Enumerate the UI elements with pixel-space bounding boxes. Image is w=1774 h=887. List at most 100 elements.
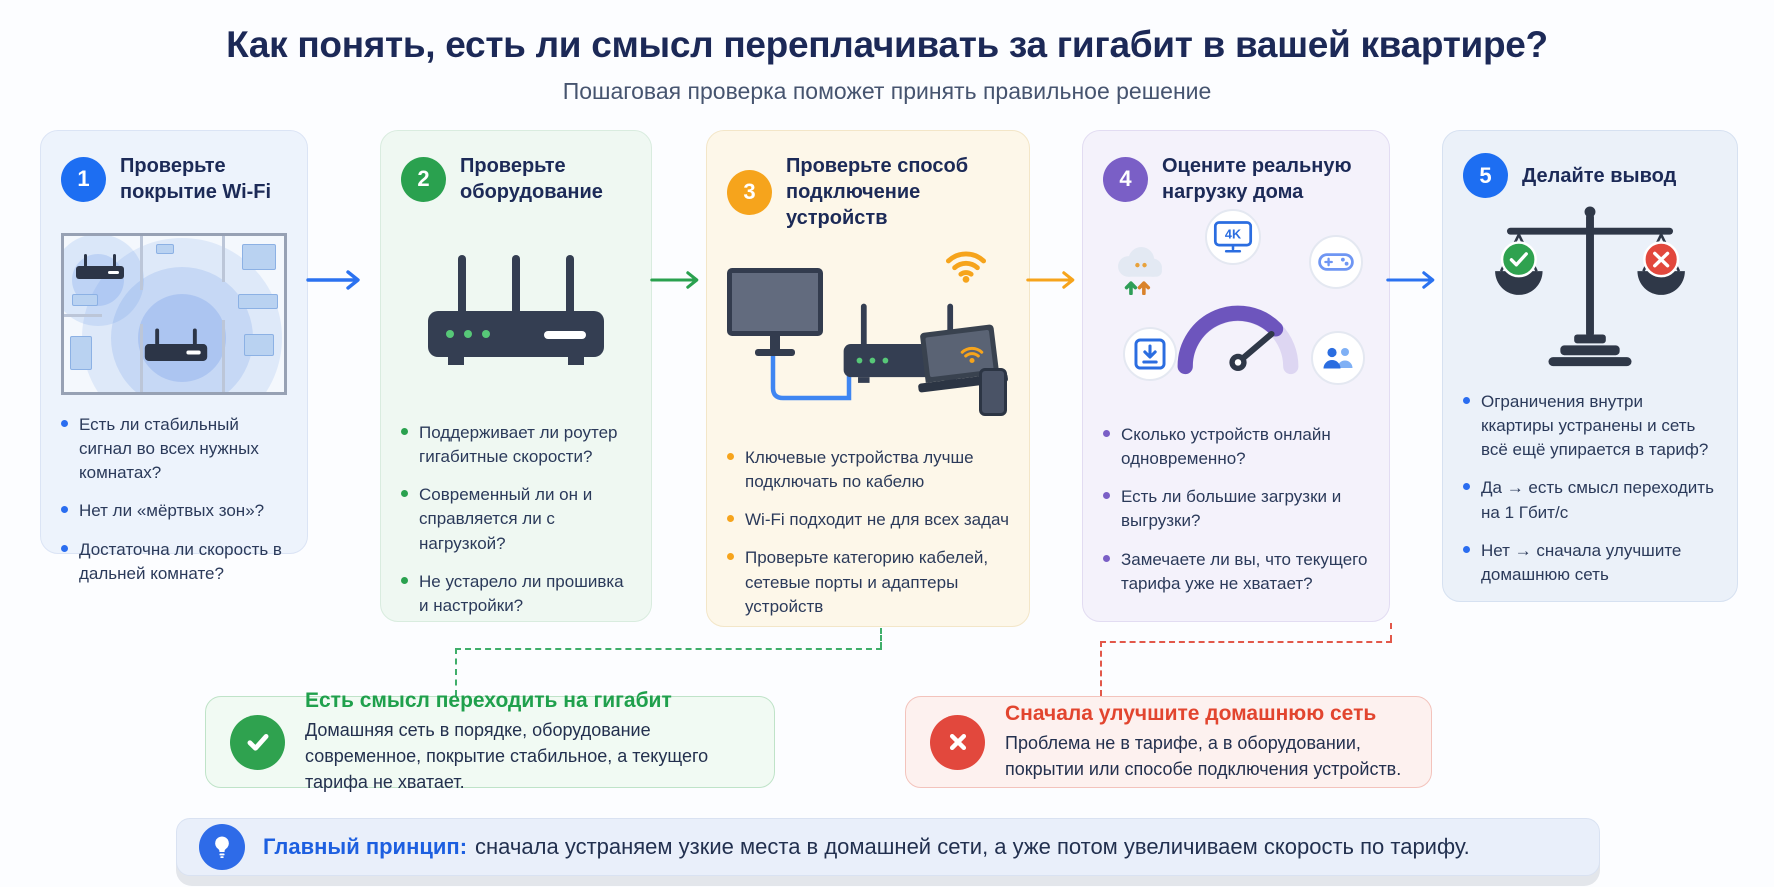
router-icon bbox=[144, 328, 208, 361]
devices-connection-scene bbox=[727, 240, 1009, 440]
bullet-dot bbox=[1103, 554, 1110, 562]
bullet-item: Ограничения внутри ккартиры устранены и … bbox=[1463, 390, 1717, 462]
step-title: Проверьте способ подключение устройств bbox=[786, 155, 969, 229]
svg-text:4K: 4K bbox=[1225, 228, 1241, 242]
furniture-block bbox=[70, 336, 92, 370]
principle-text: сначала устраняем узкие места в домашней… bbox=[475, 834, 1470, 859]
arrow-right-icon bbox=[650, 268, 704, 297]
bullet-dot bbox=[1463, 397, 1470, 404]
bullet-dot bbox=[61, 544, 68, 552]
bullet-text: Wi-Fi подходит не для всех задач bbox=[745, 510, 1009, 530]
red-dashed-connector bbox=[1100, 641, 1102, 696]
outcome-title: Сначала улучшите домашнюю сеть bbox=[1005, 701, 1377, 725]
check-circle-icon bbox=[1500, 240, 1537, 277]
arrow-right-icon bbox=[1026, 268, 1080, 297]
monitor-icon bbox=[727, 267, 823, 336]
red-dashed-connector bbox=[1100, 641, 1392, 643]
gauge-icon bbox=[1171, 293, 1305, 380]
home-load-scene: 4K bbox=[1103, 209, 1369, 417]
bullet-item: Замечаете ли вы, что текущего тарифа уже… bbox=[1103, 548, 1369, 596]
outcome-text: Проблема не в тарифе, а в оборудовании, … bbox=[1005, 732, 1402, 779]
bullet-item: Проверьте категорию кабелей, сетевые пор… bbox=[727, 546, 1009, 618]
arrow-right-icon bbox=[306, 268, 366, 297]
step-card-3: 3 Проверьте способ подключение устройств bbox=[706, 130, 1030, 627]
ethernet-cable-icon bbox=[770, 353, 852, 400]
bullet-dot bbox=[727, 453, 734, 460]
bullet-dot bbox=[727, 553, 734, 561]
bullet-text: Нет ли «мёртвых зон»? bbox=[79, 501, 265, 521]
wifi-ring-inner bbox=[138, 294, 226, 382]
furniture-block bbox=[238, 294, 278, 309]
bullet-item: Wi-Fi подходит не для всех задач bbox=[727, 508, 1009, 532]
furniture-block bbox=[244, 334, 274, 356]
furniture-block bbox=[72, 294, 98, 306]
bullet-item: Есть ли большие загрузки и выгрузки? bbox=[1103, 485, 1369, 533]
router-icon bbox=[428, 255, 604, 367]
bullet-dot bbox=[401, 428, 408, 435]
monitor-4k-icon: 4K bbox=[1205, 209, 1261, 265]
check-circle-icon bbox=[230, 714, 285, 770]
bullet-list: Ключевые устройства лучше подключать по … bbox=[727, 446, 1009, 619]
bullet-item: Нет → сначала улучшите домашнюю сеть bbox=[1463, 539, 1717, 587]
bullet-item: Сколько устройств онлайн одновременно? bbox=[1103, 423, 1369, 471]
bullet-list: Ограничения внутри ккартиры устранены и … bbox=[1463, 390, 1717, 587]
bullet-item: Поддерживает ли роутер гигабитные скорос… bbox=[401, 421, 631, 469]
bullet-dot bbox=[1103, 430, 1110, 437]
step-title: Оцените реальную нагрузку дома bbox=[1162, 155, 1352, 203]
bullet-item: Не устарело ли прошивка и настройки? bbox=[401, 570, 631, 618]
step-card-4: 4 Оцените реальную нагрузку дома bbox=[1082, 130, 1390, 622]
wifi-ring-mid bbox=[111, 267, 253, 392]
bullet-text: Ограничения внутри ккартиры устранены и … bbox=[1481, 392, 1709, 460]
bullet-text: Достаточна ли скорость в дальней комнате… bbox=[79, 539, 282, 583]
bullet-text: Ключевые устройства лучше подключать по … bbox=[745, 448, 974, 492]
arrow-right-icon bbox=[1386, 268, 1440, 297]
step-number-badge: 5 bbox=[1463, 153, 1508, 198]
bullet-dot bbox=[401, 576, 408, 584]
bullet-text: Есть ли большие загрузки и выгрузки? bbox=[1121, 487, 1342, 531]
bullet-item: Ключевые устройства лучше подключать по … bbox=[727, 446, 1009, 494]
bullet-dot bbox=[401, 490, 408, 498]
principle-bar: Главный принцип: сначала устраняем узкие… bbox=[176, 818, 1600, 876]
outcome-positive-box: Есть смысл переходить на гигабит Домашня… bbox=[205, 689, 775, 792]
step-number-badge: 2 bbox=[401, 156, 446, 202]
step-card-2: 2 Проверьте оборудование Поддерживает ли… bbox=[380, 130, 652, 622]
step-title: Проверьте оборудование bbox=[460, 155, 603, 203]
outcome-title: Есть смысл переходить на гигабит bbox=[305, 688, 672, 712]
green-dashed-connector bbox=[455, 648, 882, 650]
users-icon bbox=[1311, 331, 1365, 385]
bullet-text: Сколько устройств онлайн одновременно? bbox=[1121, 425, 1331, 469]
outcome-negative-box: Сначала улучшите домашнюю сеть Проблема … bbox=[905, 696, 1432, 788]
bullet-dot bbox=[1103, 492, 1110, 500]
step-card-1: 1 Проверьте покрытие Wi-Fi bbox=[40, 130, 308, 583]
wifi-coverage-floorplan bbox=[61, 233, 287, 395]
principle-label: Главный принцип: bbox=[263, 834, 468, 859]
step-card-5: 5 Делайте вывод bbox=[1442, 130, 1738, 602]
bullet-text: Не устарело ли прошивка и настройки? bbox=[419, 571, 624, 615]
router-icon bbox=[76, 254, 124, 279]
lightbulb-icon bbox=[199, 824, 245, 870]
bullet-dot bbox=[61, 506, 68, 514]
bullet-item: Да → есть смысл переходить на 1 Гбит/с bbox=[1463, 476, 1717, 524]
wifi-icon bbox=[943, 246, 989, 289]
wifi-icon bbox=[959, 344, 985, 370]
page-title: Как понять, есть ли смысл переплачивать … bbox=[226, 24, 1548, 65]
step-title: Проверьте покрытие Wi-Fi bbox=[120, 155, 272, 203]
cloud-upload-icon bbox=[1109, 243, 1171, 300]
green-dashed-connector bbox=[880, 628, 882, 648]
smartphone-icon bbox=[979, 367, 1007, 416]
bullet-list: Есть ли стабильный сигнал во всех нужных… bbox=[61, 413, 287, 586]
step-number-badge: 4 bbox=[1103, 156, 1148, 202]
bullet-text: Проверьте категорию кабелей, сетевые пор… bbox=[745, 548, 989, 616]
bullet-list: Поддерживает ли роутер гигабитные скорос… bbox=[401, 421, 631, 618]
bullet-text: Нет → сначала улучшите домашнюю сеть bbox=[1481, 540, 1682, 584]
red-dashed-connector bbox=[1390, 623, 1392, 641]
green-dashed-connector bbox=[455, 648, 457, 696]
step-number-badge: 1 bbox=[61, 156, 106, 202]
bullet-text: Поддерживает ли роутер гигабитные скорос… bbox=[419, 423, 618, 467]
step-title: Делайте вывод bbox=[1522, 164, 1677, 187]
bullet-dot bbox=[1463, 483, 1470, 491]
bullet-text: Замечаете ли вы, что текущего тарифа уже… bbox=[1121, 549, 1368, 593]
download-icon bbox=[1123, 327, 1177, 381]
bullet-item: Современный ли он и справляется ли с наг… bbox=[401, 483, 631, 555]
